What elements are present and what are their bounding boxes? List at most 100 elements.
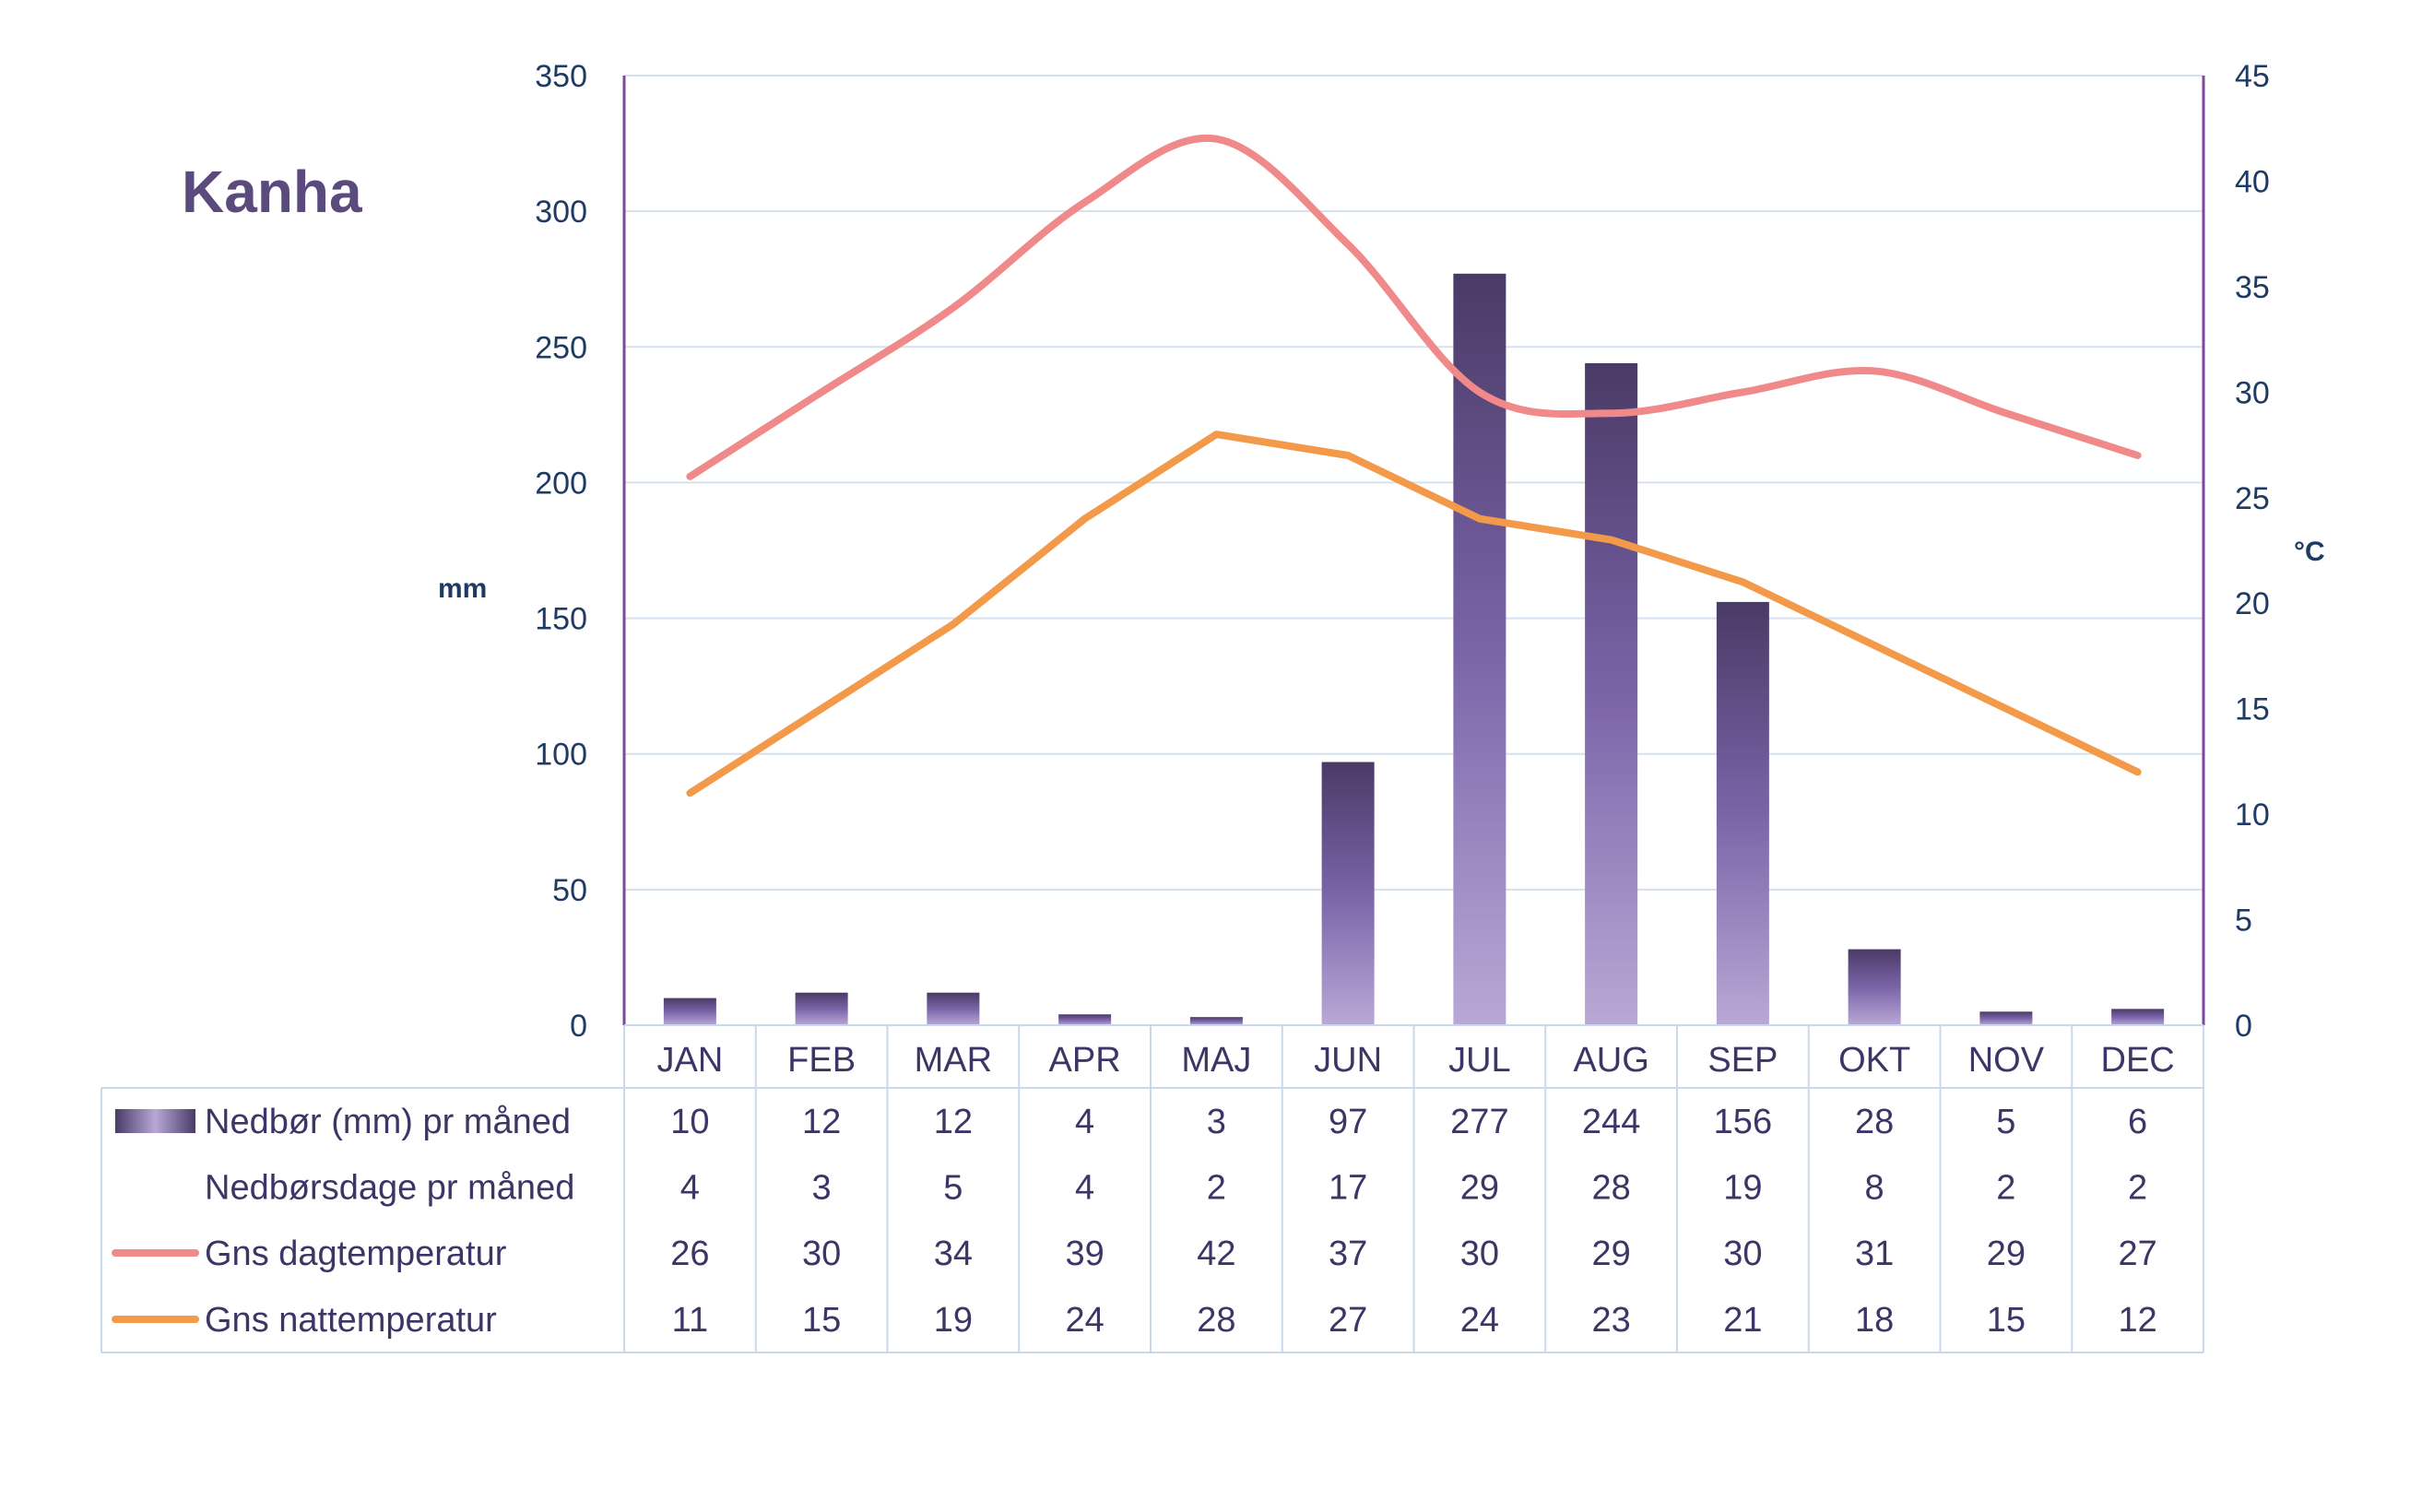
table-cell: 27 [1329,1301,1367,1340]
x-tick-label: OKT [1838,1041,1910,1080]
x-tick-label: MAJ [1181,1041,1251,1080]
bar-mar [927,992,980,1025]
table-cell: 5 [943,1169,963,1208]
x-tick-label: AUG [1573,1041,1648,1080]
x-tick-label: JUL [1448,1041,1511,1080]
table-cell: 15 [1987,1301,2026,1340]
table-cell: 21 [1723,1301,1762,1340]
y-tick-label: 200 [535,466,587,501]
x-tick-label: JAN [656,1041,723,1080]
y2-tick-label: 40 [2235,164,2270,199]
x-tick-label: FEB [787,1041,856,1080]
table-cell: 5 [1996,1103,2015,1141]
table-cell: 29 [1460,1169,1499,1208]
y2-tick-label: 0 [2235,1009,2252,1044]
table-cell: 29 [1987,1234,2026,1273]
table-cell: 34 [934,1234,973,1273]
table-cell: 277 [1450,1103,1508,1141]
y-tick-label: 350 [535,59,587,94]
y2-tick-label: 20 [2235,586,2270,621]
table-cell: 30 [1723,1234,1762,1273]
table-cell: 26 [670,1234,709,1273]
table-cell: 23 [1591,1301,1630,1340]
line-day-temperature [686,134,2142,480]
table-cell: 10 [670,1103,709,1141]
bar-sep [1716,601,1769,1025]
table-cell: 2 [1996,1169,2015,1208]
y-tick-label: 300 [535,195,587,230]
x-tick-label: JUN [1314,1041,1382,1080]
bar-okt [1848,949,1901,1025]
table-cell: 156 [1714,1103,1772,1141]
y-tick-label: 100 [535,738,587,773]
y-tick-label: 250 [535,330,587,365]
y2-tick-label: 30 [2235,375,2270,410]
table-cell: 2 [1207,1169,1226,1208]
table-cell: 42 [1197,1234,1235,1273]
chart-title: Kanha [182,159,362,225]
table-cell: 15 [802,1301,841,1340]
table-row-label: Nedbør (mm) pr måned [205,1103,571,1141]
y2-axis-label: °C [2294,537,2325,567]
table-cell: 8 [1865,1169,1884,1208]
table-cell: 39 [1065,1234,1104,1273]
y2-tick-label: 35 [2235,270,2270,305]
bar-feb [795,992,848,1025]
bar-apr [1058,1014,1112,1025]
table-cell: 11 [672,1301,708,1340]
table-row-label: Gns nattemperatur [205,1301,497,1340]
table-cell: 27 [2118,1234,2156,1273]
table-cell: 12 [934,1103,973,1141]
bar-maj [1189,1017,1243,1025]
table-cell: 28 [1855,1103,1894,1141]
table-cell: 37 [1329,1234,1367,1273]
y-tick-label: 150 [535,602,587,637]
bar-jul [1453,273,1506,1025]
bar-jun [1321,762,1375,1025]
table-cell: 19 [934,1301,973,1340]
table-cell: 4 [1075,1169,1094,1208]
x-tick-label: DEC [2101,1041,2175,1080]
table-cell: 24 [1065,1301,1104,1340]
y2-tick-label: 45 [2235,59,2270,94]
x-tick-label: NOV [1968,1041,2045,1080]
table-cell: 29 [1591,1234,1630,1273]
table-cell: 97 [1329,1103,1367,1141]
table-cell: 3 [812,1169,832,1208]
table-cell: 244 [1582,1103,1640,1141]
y-tick-label: 0 [570,1009,587,1044]
y2-tick-label: 5 [2235,904,2252,939]
table-cell: 19 [1723,1169,1762,1208]
x-tick-label: SEP [1707,1041,1778,1080]
table-cell: 28 [1197,1301,1235,1340]
bar-aug [1585,362,1638,1025]
table-cell: 3 [1207,1103,1226,1141]
table-cell: 12 [802,1103,841,1141]
table-row-label: Gns dagtemperatur [205,1234,507,1273]
y2-tick-label: 10 [2235,797,2270,833]
line-night-temperature [686,431,2142,797]
table-cell: 18 [1855,1301,1894,1340]
table-cell: 30 [1460,1234,1499,1273]
x-tick-label: MAR [915,1041,992,1080]
table-cell: 6 [2128,1103,2147,1141]
x-tick-label: APR [1049,1041,1121,1080]
table-cell: 24 [1460,1301,1499,1340]
y-axis-label: mm [438,573,487,604]
y2-tick-label: 25 [2235,481,2270,516]
table-cell: 31 [1855,1234,1894,1273]
table-cell: 12 [2118,1301,2156,1340]
table-cell: 2 [2128,1169,2147,1208]
table-row-label: Nedbørsdage pr måned [205,1169,574,1208]
y-tick-label: 50 [552,873,587,908]
y2-tick-label: 15 [2235,692,2270,727]
bar-jan [663,998,716,1025]
bar-nov [1979,1011,2033,1025]
table-cell: 17 [1329,1169,1367,1208]
table-cell: 4 [1075,1103,1094,1141]
table-cell: 30 [802,1234,841,1273]
bar-dec [2111,1009,2165,1025]
legend-key-precipitation [115,1109,195,1133]
